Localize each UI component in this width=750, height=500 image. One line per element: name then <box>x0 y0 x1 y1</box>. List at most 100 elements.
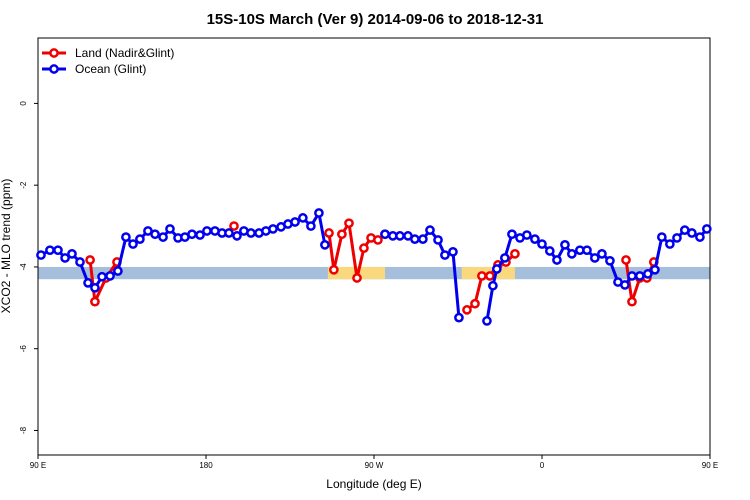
data-point <box>128 239 138 249</box>
data-point <box>229 221 239 231</box>
data-point <box>687 228 697 238</box>
data-point <box>470 298 480 309</box>
data-point <box>45 245 55 256</box>
data-point <box>158 232 168 242</box>
y-tick-label: -6 <box>19 345 28 353</box>
legend-label: Ocean (Glint) <box>75 62 146 76</box>
data-point <box>113 266 123 276</box>
data-point <box>53 245 63 256</box>
data-point <box>510 249 520 259</box>
data-point <box>36 250 46 260</box>
data-point <box>634 271 645 281</box>
data-point <box>597 249 607 259</box>
data-point <box>268 224 278 234</box>
series-line <box>88 259 119 304</box>
data-point <box>83 278 93 288</box>
data-point <box>462 305 472 315</box>
x-tick-label: 90 E <box>702 461 718 470</box>
data-point <box>290 217 300 227</box>
data-point <box>701 224 712 234</box>
data-point <box>135 234 145 244</box>
data-point <box>232 231 242 241</box>
data-point <box>454 312 464 323</box>
data-point <box>90 282 100 293</box>
data-point <box>650 264 660 275</box>
y-tick-label: -2 <box>19 181 28 189</box>
data-point <box>642 269 653 279</box>
data-point <box>380 229 390 240</box>
data-point <box>425 225 435 235</box>
data-point <box>440 250 450 260</box>
data-point <box>552 255 562 265</box>
data-point <box>485 271 495 281</box>
data-point <box>60 253 70 263</box>
data-point <box>97 271 107 282</box>
data-point <box>433 235 443 245</box>
data-point <box>90 296 100 307</box>
plot-frame <box>37 37 711 456</box>
data-point <box>85 255 95 265</box>
data-point <box>298 213 308 223</box>
chart-title: 15S-10S March (Ver 9) 2014-09-06 to 2018… <box>207 11 544 28</box>
x-tick-label: 90 E <box>30 461 46 470</box>
y-tick-label: -4 <box>19 263 28 271</box>
data-point <box>67 249 77 259</box>
data-point <box>410 234 420 244</box>
data-point <box>320 240 330 250</box>
data-point <box>448 246 458 257</box>
data-point <box>246 228 256 238</box>
data-point <box>165 224 175 234</box>
x-tick-label: 0 <box>540 461 545 470</box>
data-point <box>306 221 316 231</box>
data-point <box>560 240 570 250</box>
data-point <box>507 229 517 240</box>
data-point <box>665 239 675 249</box>
data-point <box>373 235 383 245</box>
data-point <box>121 232 131 242</box>
data-point <box>75 257 85 267</box>
x-tick-label: 90 W <box>365 461 384 470</box>
data-point <box>359 243 369 253</box>
data-point <box>337 229 347 240</box>
data-point <box>620 280 630 290</box>
data-point <box>491 264 502 274</box>
data-point <box>627 271 637 281</box>
data-point <box>488 280 498 291</box>
legend-marker <box>49 48 59 58</box>
data-point <box>202 226 212 236</box>
x-axis-label: Longitude (deg E) <box>326 477 421 491</box>
data-point <box>582 245 592 256</box>
data-point <box>672 233 682 243</box>
y-tick-label: 0 <box>19 101 28 106</box>
data-point <box>150 229 160 240</box>
data-point <box>324 228 334 238</box>
data-point <box>627 296 637 307</box>
legend-label: Land (Nadir&Glint) <box>75 46 174 60</box>
data-point <box>477 271 487 281</box>
x-tick-label: 180 <box>199 461 213 470</box>
data-point <box>537 239 547 249</box>
data-point <box>395 231 405 241</box>
data-point <box>530 234 540 244</box>
data-point <box>105 271 115 281</box>
data-point <box>224 228 234 238</box>
data-point <box>500 253 510 263</box>
data-point <box>187 229 197 240</box>
data-point <box>522 230 532 240</box>
data-point <box>352 273 362 283</box>
data-point <box>195 230 205 240</box>
data-point <box>656 232 667 242</box>
data-point <box>544 246 555 256</box>
y-axis-label: XCO2 - MLO trend (ppm) <box>0 179 13 314</box>
data-point <box>695 232 705 242</box>
legend-marker <box>49 64 59 74</box>
data-point <box>418 234 428 244</box>
data-point <box>621 255 631 265</box>
data-point <box>589 253 600 263</box>
data-point <box>314 208 324 218</box>
data-point <box>482 316 492 326</box>
y-tick-label: -8 <box>19 426 28 434</box>
data-point <box>567 249 577 259</box>
data-point <box>329 264 339 275</box>
